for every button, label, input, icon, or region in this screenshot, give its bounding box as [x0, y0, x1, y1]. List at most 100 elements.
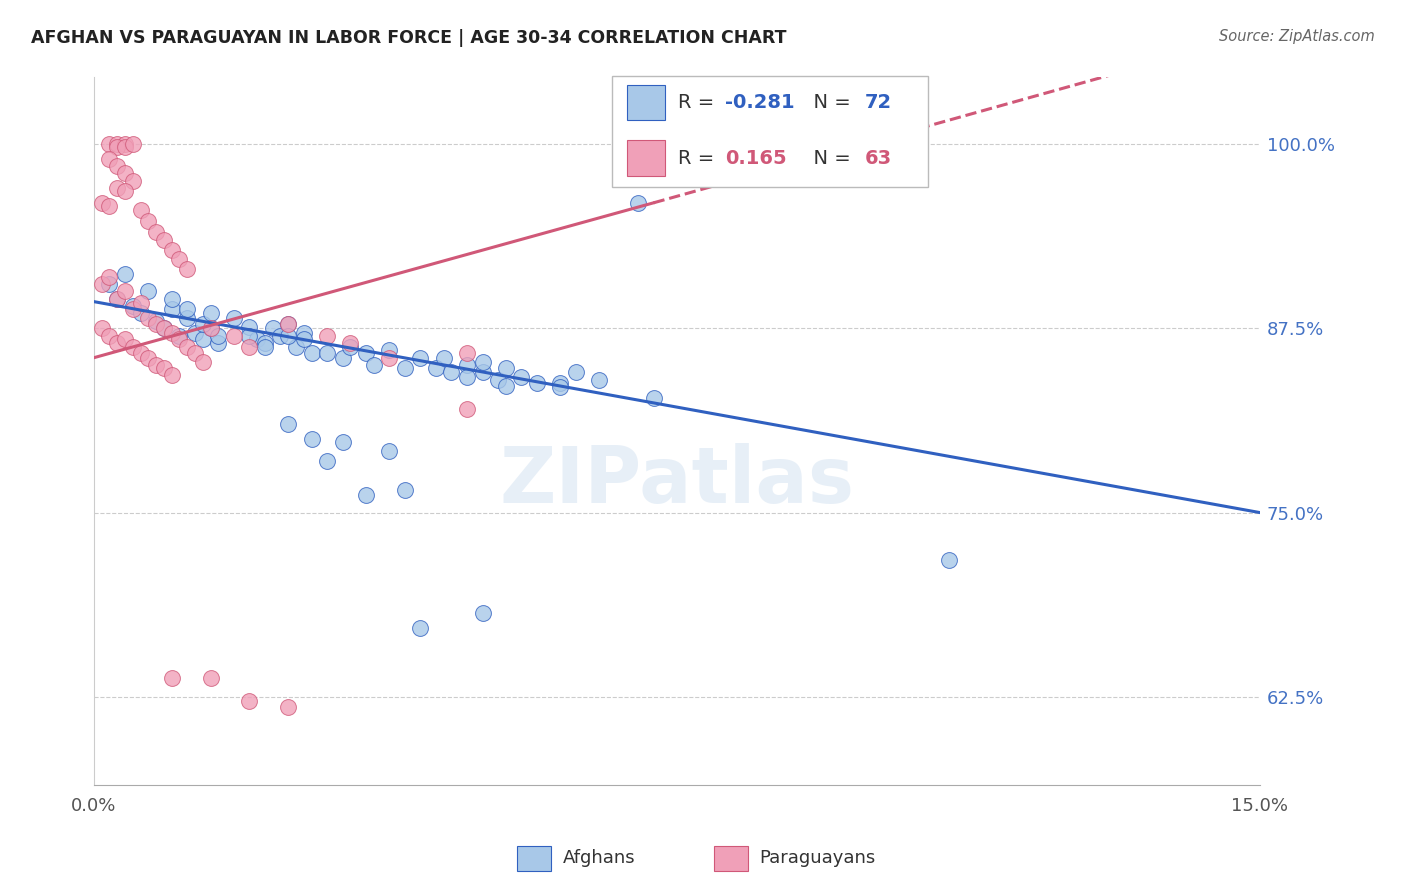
Text: ZIPatlas: ZIPatlas [499, 443, 855, 519]
Point [160, 243, 183, 257]
Point [176, 310, 198, 325]
Point [222, 310, 245, 325]
Point [121, 299, 143, 313]
Point [114, 140, 136, 154]
Point [153, 321, 176, 335]
Point [456, 346, 478, 360]
Point [253, 340, 276, 354]
Point [277, 317, 299, 331]
Point [98, 269, 121, 284]
Point [90, 277, 112, 291]
Point [114, 136, 136, 151]
Point [332, 351, 354, 365]
Point [153, 361, 176, 376]
Point [301, 346, 323, 360]
Point [160, 368, 183, 383]
Point [129, 203, 152, 218]
Point [316, 454, 339, 468]
Point [339, 335, 361, 350]
Point [354, 346, 377, 360]
Text: 72: 72 [865, 93, 891, 112]
Point [246, 332, 269, 346]
Point [145, 358, 167, 372]
Point [292, 326, 315, 340]
Point [456, 358, 478, 372]
Point [169, 252, 191, 266]
Text: N =: N = [801, 93, 858, 112]
Point [145, 225, 167, 239]
Point [394, 361, 416, 376]
Point [238, 694, 260, 708]
Bar [627, 85, 665, 120]
Point [425, 361, 447, 376]
Point [938, 553, 960, 567]
Point [548, 376, 571, 390]
Point [495, 361, 517, 376]
Point [184, 326, 207, 340]
Point [277, 700, 299, 714]
Point [160, 326, 183, 340]
Point [495, 378, 517, 392]
Point [526, 376, 548, 390]
Point [548, 380, 571, 394]
Point [269, 328, 291, 343]
Point [105, 292, 128, 306]
Point [153, 321, 176, 335]
Text: 63: 63 [865, 149, 891, 168]
Point [238, 340, 260, 354]
Point [409, 621, 432, 635]
Point [105, 335, 128, 350]
Point [184, 346, 207, 360]
Point [98, 199, 121, 213]
Point [339, 340, 361, 354]
Point [471, 606, 494, 620]
Point [160, 301, 183, 316]
Point [129, 346, 152, 360]
Point [160, 671, 183, 685]
Point [277, 317, 299, 331]
Point [98, 277, 121, 291]
Point [90, 321, 112, 335]
Point [169, 332, 191, 346]
Point [114, 267, 136, 281]
Point [316, 328, 339, 343]
Text: -0.281: -0.281 [725, 93, 796, 112]
Point [105, 140, 128, 154]
Point [643, 391, 665, 405]
Point [129, 306, 152, 320]
Point [378, 351, 401, 365]
Point [105, 181, 128, 195]
Point [665, 136, 688, 151]
Point [191, 332, 214, 346]
Point [114, 285, 136, 299]
Point [238, 319, 260, 334]
Point [471, 366, 494, 380]
Point [627, 195, 650, 210]
Point [121, 136, 143, 151]
Point [222, 328, 245, 343]
Point [588, 373, 610, 387]
Point [238, 328, 260, 343]
Text: Source: ZipAtlas.com: Source: ZipAtlas.com [1219, 29, 1375, 44]
Point [191, 317, 214, 331]
Point [105, 292, 128, 306]
Point [301, 432, 323, 446]
Point [354, 488, 377, 502]
Point [153, 233, 176, 247]
Point [98, 152, 121, 166]
Point [207, 328, 229, 343]
Point [90, 195, 112, 210]
Point [176, 301, 198, 316]
Point [145, 314, 167, 328]
Point [105, 159, 128, 173]
Point [394, 483, 416, 498]
Bar [517, 846, 551, 871]
Text: AFGHAN VS PARAGUAYAN IN LABOR FORCE | AGE 30-34 CORRELATION CHART: AFGHAN VS PARAGUAYAN IN LABOR FORCE | AG… [31, 29, 786, 46]
Point [176, 340, 198, 354]
Text: 0.165: 0.165 [725, 149, 787, 168]
Point [277, 417, 299, 431]
Point [316, 346, 339, 360]
Point [207, 335, 229, 350]
Point [471, 355, 494, 369]
Text: R =: R = [678, 149, 727, 168]
